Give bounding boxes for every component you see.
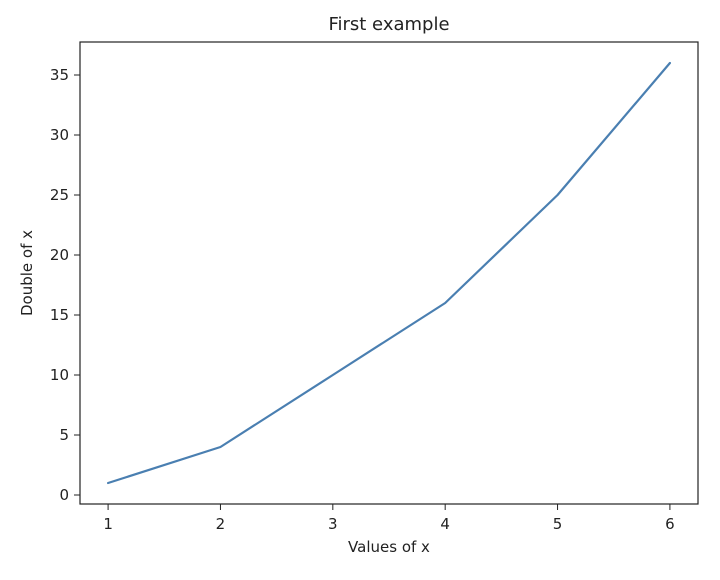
y-tick-label: 15 (50, 306, 69, 324)
y-tick-label: 35 (50, 66, 69, 84)
x-tick-label: 3 (328, 515, 338, 533)
x-tick-label: 2 (216, 515, 226, 533)
y-tick-label: 0 (59, 486, 69, 504)
x-axis-title: Values of x (348, 538, 430, 556)
y-axis-title: Double of x (18, 230, 36, 316)
y-tick-label: 5 (59, 426, 69, 444)
y-tick-label: 25 (50, 186, 69, 204)
x-tick-label: 6 (665, 515, 675, 533)
x-axis: 1 2 3 4 5 6 (103, 504, 675, 533)
x-tick-label: 4 (440, 515, 450, 533)
y-tick-label: 30 (50, 126, 69, 144)
plot-area-frame (79, 41, 699, 505)
y-tick-label: 20 (50, 246, 69, 264)
series-layer (106, 61, 672, 485)
series-line-0 (106, 61, 672, 485)
x-tick-label: 5 (553, 515, 563, 533)
x-tick-label: 1 (103, 515, 113, 533)
y-axis: 0 5 10 15 20 25 30 35 (50, 66, 80, 504)
y-tick-label: 10 (50, 366, 69, 384)
chart-title: First example (328, 14, 449, 35)
